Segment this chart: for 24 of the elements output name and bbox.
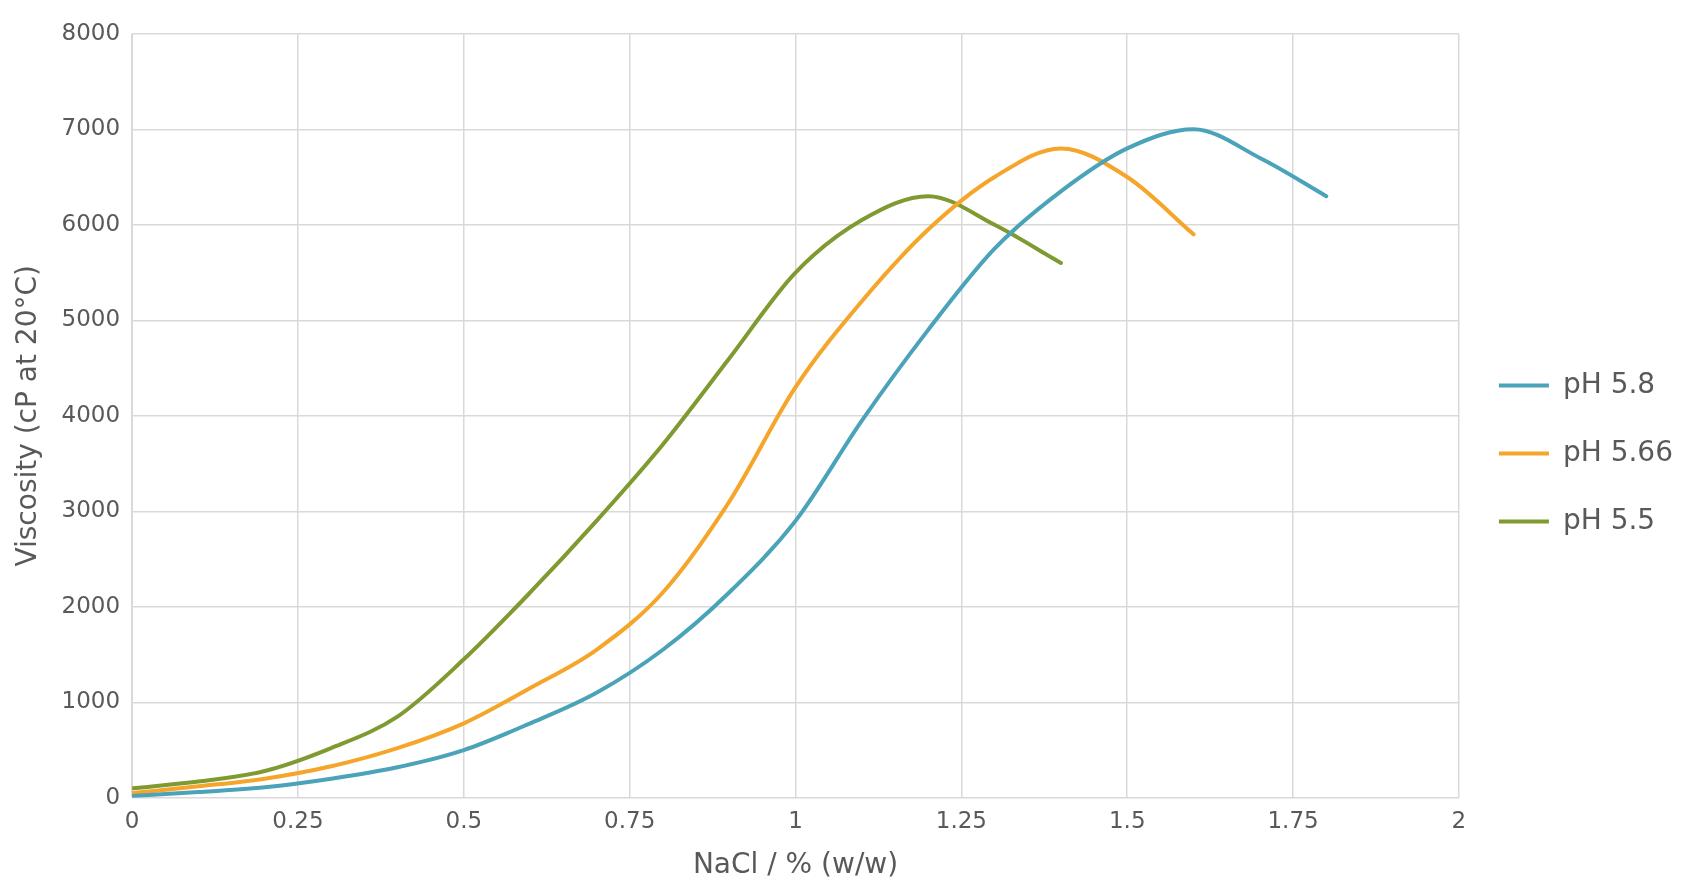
y-tick-label: 5000 bbox=[61, 305, 121, 332]
y-tick-label: 6000 bbox=[61, 209, 121, 236]
y-axis-title: Viscosity (cP at 20°C) bbox=[10, 265, 44, 567]
x-tick-label: 0.75 bbox=[604, 806, 656, 833]
y-tick-label: 4000 bbox=[61, 400, 121, 427]
x-axis-title: NaCl / % (w/w) bbox=[692, 847, 899, 881]
x-tick-label: 1.75 bbox=[1267, 806, 1319, 833]
x-tick-label: 0 bbox=[124, 806, 140, 833]
legend-label: pH 5.8 bbox=[1562, 366, 1656, 400]
y-tick-label: 7000 bbox=[61, 114, 121, 141]
legend-label: pH 5.5 bbox=[1562, 502, 1656, 536]
x-tick-label: 1.5 bbox=[1108, 806, 1146, 833]
legend-label: pH 5.66 bbox=[1562, 434, 1674, 468]
x-tick-label: 1.25 bbox=[935, 806, 987, 833]
line-series bbox=[132, 194, 1063, 791]
x-tick-label: 2 bbox=[1451, 806, 1467, 833]
x-tick-label: 0.5 bbox=[445, 806, 483, 833]
y-tick-label: 3000 bbox=[61, 496, 121, 523]
y-tick-label: 0 bbox=[105, 782, 121, 809]
x-tick-label: 1 bbox=[788, 806, 803, 833]
y-tick-label: 1000 bbox=[61, 687, 121, 714]
y-tick-label: 8000 bbox=[61, 18, 121, 45]
x-tick-label: 0.25 bbox=[272, 806, 324, 833]
y-tick-label: 2000 bbox=[61, 591, 121, 618]
